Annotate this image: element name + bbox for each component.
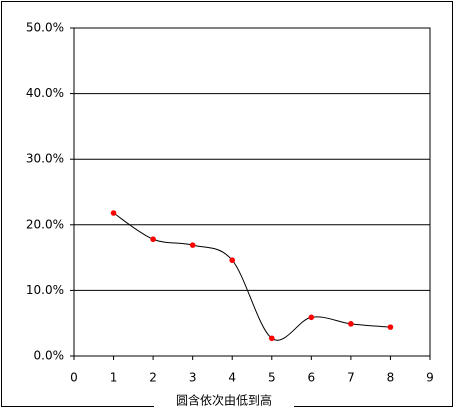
x-tick-label: 4 — [228, 371, 236, 385]
y-tick-label: 50.0% — [26, 21, 64, 35]
point — [308, 314, 315, 321]
y-tick-label: 30.0% — [26, 152, 64, 166]
x-tick-label: 7 — [347, 371, 355, 385]
y-tick-label: 20.0% — [26, 217, 64, 231]
y-tick-label: 10.0% — [26, 283, 64, 297]
x-tick-label: 9 — [426, 371, 434, 385]
point — [110, 210, 117, 216]
x-tick-label: 8 — [387, 371, 395, 385]
point — [387, 324, 394, 330]
point — [150, 236, 156, 243]
line — [113, 212, 391, 341]
y-tick-label: 0.0% — [34, 349, 65, 363]
x-tick-label: 3 — [189, 371, 197, 385]
point — [229, 257, 236, 264]
x-label-bg — [154, 392, 294, 408]
x-tick-label: 0 — [70, 371, 78, 385]
x-tick-label: 5 — [268, 371, 276, 385]
y-tick-label: 40.0% — [26, 86, 64, 100]
x-tick-label: 2 — [149, 371, 157, 385]
point — [189, 242, 196, 248]
x-tick-label: 1 — [110, 371, 118, 385]
x-tick-label: 6 — [308, 371, 316, 385]
plot-area — [73, 27, 431, 357]
x-axis-label: 圆含依次由低到高 — [176, 393, 272, 408]
point — [268, 335, 275, 342]
point — [348, 321, 354, 327]
